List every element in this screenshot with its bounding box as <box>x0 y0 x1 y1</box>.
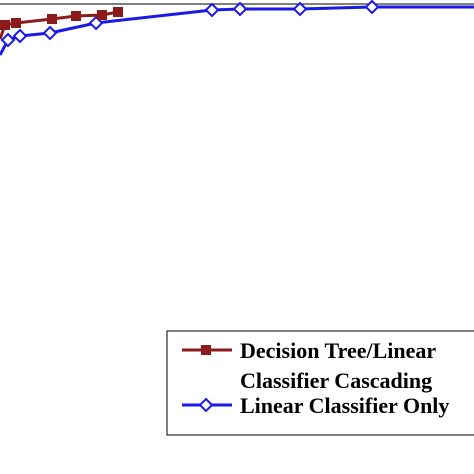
series-layer <box>0 0 474 56</box>
data-point-linear-only <box>42 25 58 41</box>
series-line-linear-only <box>0 5 474 56</box>
legend-label-cascading: Classifier Cascading <box>240 368 432 393</box>
data-point-linear-only <box>292 1 308 17</box>
data-point-linear-only <box>204 2 220 18</box>
legend-label-linear-only: Linear Classifier Only <box>240 393 449 418</box>
legend-marker-cascading <box>201 345 211 355</box>
data-point-linear-only <box>12 28 28 44</box>
data-point-linear-only <box>364 0 380 15</box>
legend-label-cascading: Decision Tree/Linear <box>240 338 436 363</box>
data-point-cascading <box>113 7 123 17</box>
data-point-cascading <box>11 18 21 28</box>
data-point-cascading <box>47 14 57 24</box>
data-point-linear-only <box>232 1 248 17</box>
legend-marker-linear-only <box>198 397 214 413</box>
legend-entries: Decision Tree/Linear Classifier Cascading… <box>182 338 449 418</box>
data-point-cascading <box>0 20 10 30</box>
data-point-cascading <box>97 10 107 20</box>
legend-box <box>166 330 474 436</box>
data-point-linear-only <box>0 32 16 48</box>
data-point-cascading <box>71 11 81 21</box>
legend: Decision Tree/Linear Classifier Cascading… <box>166 330 474 436</box>
